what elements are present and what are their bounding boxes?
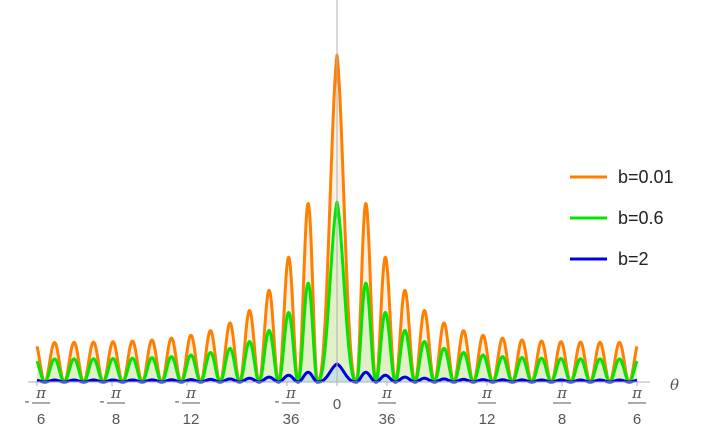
x-tick-label-7: π8 [553,384,571,428]
x-tick-sign-1: - [100,393,105,410]
x-tick-label-0: - π 6 [25,384,50,428]
x-tick-den-5: 36 [379,411,396,428]
x-tick-label-1: - π 8 [100,384,125,428]
x-tick-den-7: 8 [558,411,566,428]
legend-label-0: b=0.01 [618,167,674,187]
x-tick-den-1: 8 [112,411,120,428]
x-tick-num-7: π [556,384,568,402]
x-tick-num-6: π [481,384,493,402]
x-tick-sign-0: - [25,393,30,410]
x-tick-den-2: 12 [183,411,200,428]
x-axis-label: θ [670,376,679,394]
x-tick-sign-3: - [274,393,279,410]
x-tick-den-0: 6 [37,411,45,428]
x-tick-label-3: - π 36 [274,384,300,428]
x-tick-label-6: π 12 [478,384,496,428]
legend-label-1: b=0.6 [618,208,664,228]
x-tick-num-0: π [35,384,47,402]
x-tick-den-3: 36 [283,411,300,428]
x-tick-label-4: 0 [333,396,341,413]
x-tick-num-2: π [185,384,197,402]
x-tick-den-6: 12 [479,411,496,428]
x-tick-num-5: π [381,384,393,402]
x-tick-num-8: π [631,384,643,402]
x-tick-num-1: π [110,384,122,402]
x-tick-sign-2: - [175,393,180,410]
legend-label-2: b=2 [618,249,649,269]
x-tick-num-3: π [285,384,297,402]
x-tick-label-8: π6 [628,384,646,428]
x-tick-label-5: π 36 [378,384,397,428]
x-tick-label-2: - π 12 [175,384,200,428]
x-tick-den-8: 6 [633,411,641,428]
